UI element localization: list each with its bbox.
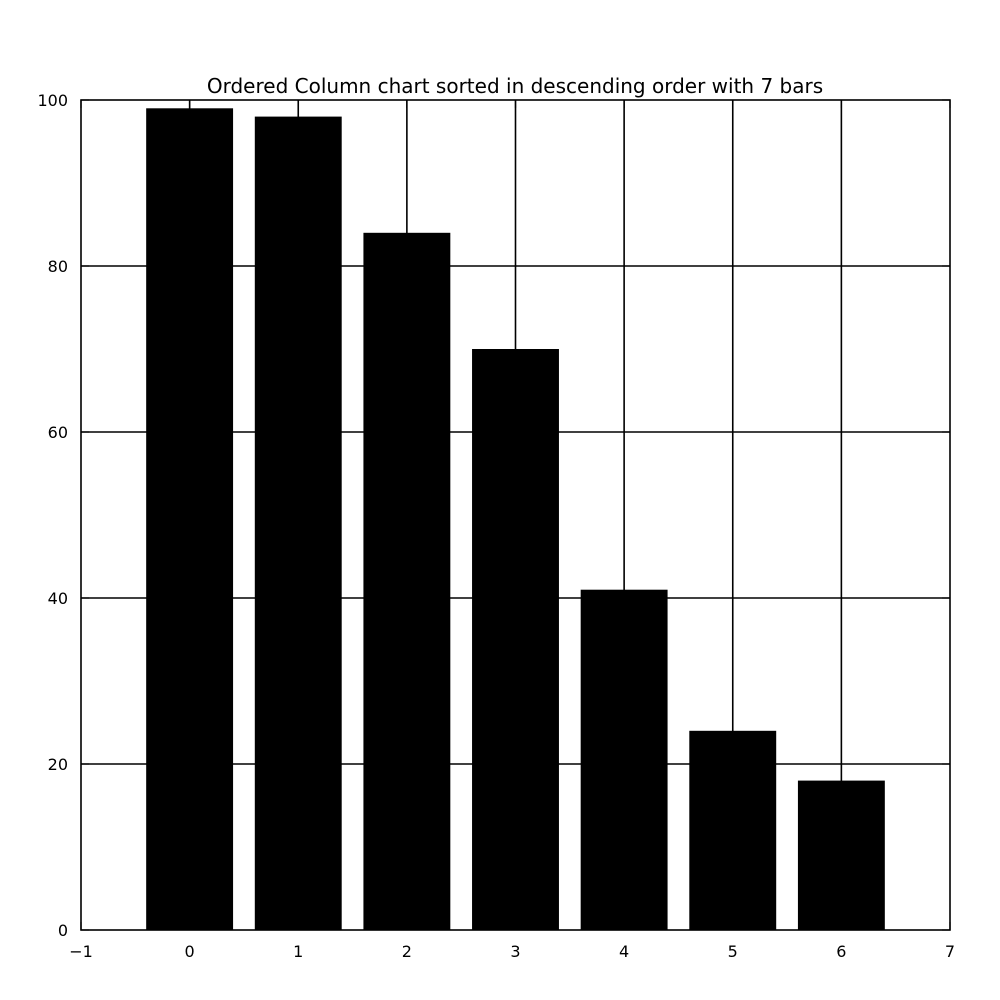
y-tick-label-4: 80 xyxy=(48,257,68,276)
x-tick-label-7: 6 xyxy=(836,942,846,961)
y-tick-label-2: 40 xyxy=(48,589,68,608)
x-tick-label-8: 7 xyxy=(945,942,955,961)
y-tick-label-3: 60 xyxy=(48,423,68,442)
x-tick-label-5: 4 xyxy=(619,942,629,961)
grid-layer xyxy=(81,100,950,930)
x-tick-label-6: 5 xyxy=(728,942,738,961)
y-tick-label-1: 20 xyxy=(48,755,68,774)
x-tick-label-4: 3 xyxy=(510,942,520,961)
x-tick-label-3: 2 xyxy=(402,942,412,961)
y-tick-label-0: 0 xyxy=(58,921,68,940)
x-tick-label-0: −1 xyxy=(69,942,93,961)
x-tick-label-2: 1 xyxy=(293,942,303,961)
y-tick-label-5: 100 xyxy=(37,91,68,110)
chart-title: Ordered Column chart sorted in descendin… xyxy=(207,74,823,98)
x-tick-label-1: 0 xyxy=(185,942,195,961)
